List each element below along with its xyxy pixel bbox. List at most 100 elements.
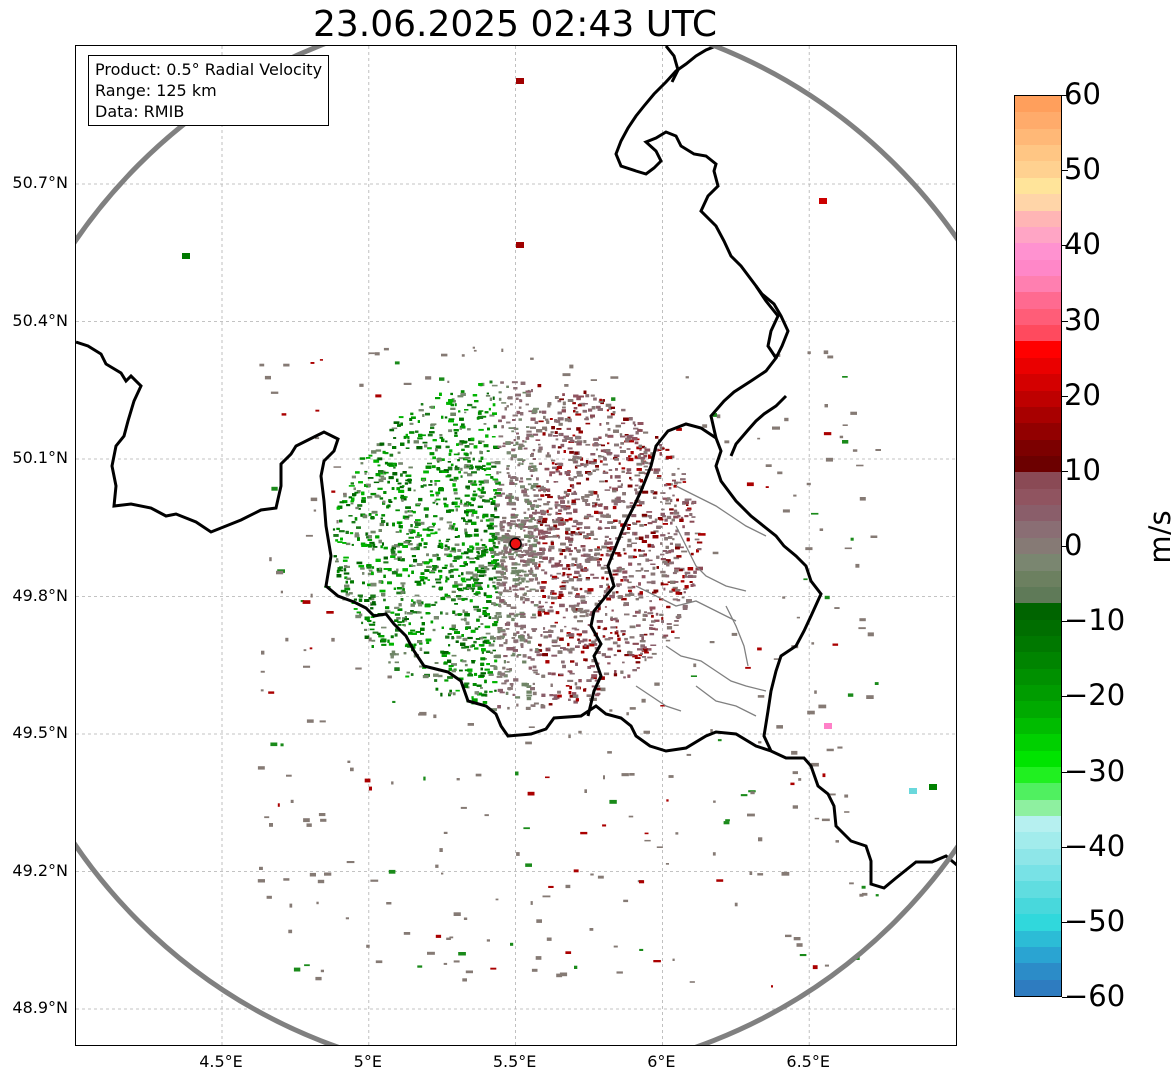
echo-pixel	[521, 682, 528, 687]
echo-pixel	[565, 531, 569, 535]
echo-pixel	[551, 577, 554, 580]
echo-pixel	[534, 564, 537, 567]
echo-pixel	[433, 673, 439, 677]
echo-pixel	[369, 623, 376, 626]
echo-pixel	[437, 460, 440, 463]
echo-pixel	[420, 485, 424, 488]
echo-pixel	[404, 611, 407, 615]
echo-pixel	[582, 548, 586, 552]
echo-pixel	[508, 499, 512, 503]
echo-pixel	[548, 703, 553, 706]
echo-pixel	[435, 445, 442, 449]
echo-pixel	[407, 439, 410, 444]
echo-pixel	[526, 488, 529, 491]
radar-map[interactable]	[75, 45, 957, 1046]
echo-pixel	[551, 527, 555, 531]
echo-pixel	[460, 390, 465, 394]
echo-pixel	[478, 626, 481, 628]
echo-pixel	[622, 514, 628, 518]
echo-pixel	[684, 571, 691, 575]
echo-pixel	[578, 574, 582, 577]
echo-pixel	[485, 474, 492, 476]
echo-pixel	[502, 576, 507, 578]
echo-pixel	[523, 523, 526, 526]
echo-pixel	[460, 467, 463, 471]
echo-pixel	[599, 520, 602, 523]
echo-pixel	[493, 621, 499, 624]
echo-pixel	[588, 556, 594, 558]
echo-pixel	[608, 637, 614, 640]
echo-pixel	[533, 537, 536, 539]
echo-pixel	[336, 558, 339, 561]
echo-pixel	[495, 612, 502, 615]
echo-pixel	[646, 581, 653, 584]
echo-pixel	[558, 509, 563, 512]
echo-pixel	[535, 673, 540, 675]
echo-pixel	[411, 555, 416, 558]
echo-pixel	[610, 632, 613, 634]
echo-pixel	[584, 590, 588, 593]
echo-pixel	[409, 531, 413, 534]
echo-pixel	[686, 504, 689, 506]
echo-pixel	[501, 562, 504, 567]
echo-pixel	[367, 477, 374, 479]
echo-pixel	[509, 535, 514, 539]
echo-pixel	[411, 416, 416, 419]
echo-pixel	[559, 517, 564, 522]
echo-pixel	[476, 684, 482, 687]
echo-pixel	[412, 611, 417, 614]
echo-pixel	[527, 508, 530, 511]
echo-pixel	[520, 412, 524, 416]
echo-pixel	[571, 563, 575, 567]
echo-pixel	[418, 409, 424, 412]
echo-pixel	[680, 580, 685, 583]
echo-pixel	[369, 628, 375, 631]
echo-pixel	[635, 537, 639, 540]
echo-pixel	[525, 639, 528, 643]
echo-pixel	[354, 517, 358, 521]
echo-pixel	[591, 659, 597, 663]
echo-pixel	[446, 596, 451, 599]
echo-pixel	[476, 468, 480, 471]
echo-pixel	[405, 436, 410, 438]
echo-pixel	[643, 465, 648, 468]
echo-pixel	[553, 435, 558, 437]
echo-pixel	[641, 636, 644, 641]
echo-pixel	[454, 466, 460, 471]
echo-pixel	[359, 613, 363, 617]
echo-pixel	[687, 567, 694, 571]
echo-pixel	[416, 534, 422, 537]
echo-pixel	[503, 660, 506, 664]
echo-pixel	[552, 535, 558, 538]
echo-pixel	[595, 465, 599, 468]
echo-pixel	[629, 593, 635, 596]
echo-pixel	[555, 644, 561, 647]
echo-pixel	[394, 463, 397, 467]
echo-pixel	[578, 430, 583, 434]
echo-pixel	[474, 627, 479, 630]
echo-pixel	[601, 576, 605, 580]
echo-pixel	[532, 511, 536, 514]
echo-pixel	[416, 599, 422, 604]
echo-pixel	[573, 576, 579, 579]
echo-pixel	[568, 591, 573, 595]
echo-pixel	[564, 555, 567, 559]
echo-pixel	[446, 521, 452, 524]
echo-pixel	[558, 496, 564, 500]
echo-pixel	[647, 612, 654, 615]
echo-pixel	[614, 475, 621, 479]
echo-pixel	[450, 407, 456, 410]
echo-pixel	[607, 442, 610, 445]
echo-pixel	[532, 630, 536, 632]
echo-pixel	[633, 548, 637, 552]
echo-pixel	[534, 519, 536, 521]
echo-pixel	[511, 617, 515, 622]
echo-pixel	[524, 563, 530, 566]
echo-pixel	[621, 422, 626, 425]
echo-pixel	[615, 424, 621, 428]
echo-pixel	[453, 479, 457, 482]
echo-pixel	[383, 491, 387, 494]
echo-pixel	[536, 429, 543, 433]
echo-pixel	[664, 562, 668, 565]
echo-pixel	[484, 690, 488, 693]
